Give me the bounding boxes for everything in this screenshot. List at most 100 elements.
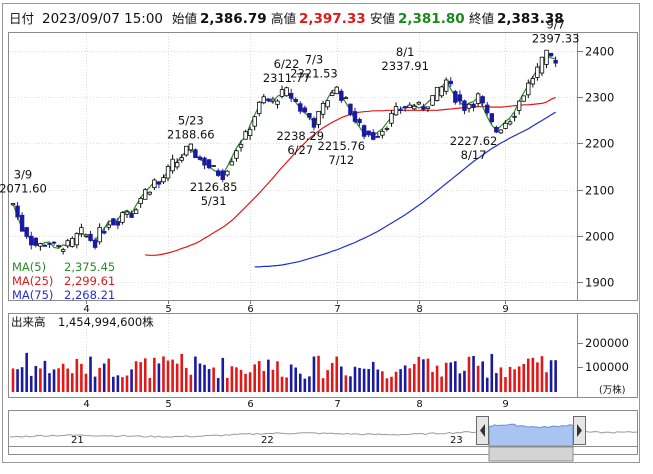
volume-bar (326, 370, 329, 392)
y-tick-1900: 1900 (585, 276, 614, 290)
legend-backdrop (10, 258, 120, 300)
candle-body (165, 166, 171, 179)
volume-tick-200000: 200000 (585, 336, 629, 350)
candle-body (512, 115, 517, 118)
candle-body (375, 136, 380, 138)
volume-bar (230, 366, 234, 392)
volume-label: 出来高 (11, 315, 46, 329)
candle-body (42, 244, 48, 247)
price-x-axis: 4 5 6 7 8 9 (83, 300, 509, 315)
x-tick-4: 4 (83, 304, 89, 315)
x-tick-5: 5 (165, 304, 171, 315)
candle-body (243, 131, 248, 140)
volume-bar (408, 368, 412, 392)
candle-body (220, 170, 225, 180)
volume-bar (289, 364, 293, 392)
volume-bar (130, 369, 133, 392)
volume-bar (166, 360, 170, 392)
candle-body (457, 94, 463, 102)
volume-bar (48, 373, 51, 392)
annotation-2126-85: 2126.85 (190, 180, 238, 194)
x-tick-9: 9 (502, 304, 508, 315)
volume-bar (175, 363, 179, 392)
overview-scrollbar-thumb[interactable] (488, 446, 574, 462)
candle-body (83, 234, 89, 237)
candle-body (79, 227, 84, 235)
volume-bar (257, 361, 261, 392)
overview-navigator[interactable]: 21 22 23 (9, 416, 638, 462)
volume-bar (435, 365, 439, 392)
volume-bar (526, 358, 530, 392)
candle-body (498, 129, 504, 134)
annotation-7-12: 7/12 (328, 153, 354, 167)
volume-bar (212, 367, 215, 392)
volume-bar (399, 369, 402, 392)
candle-body (489, 113, 494, 123)
volume-bar (463, 370, 466, 392)
legend-ma25-value: 2,299.61 (64, 274, 115, 288)
volume-bar (412, 364, 416, 392)
y-tick-2300: 2300 (585, 91, 614, 105)
volume-bar (312, 356, 316, 392)
volume-bar (513, 369, 516, 392)
overview-right-handle[interactable] (573, 416, 586, 445)
candle-body (339, 90, 344, 101)
volume-bars (11, 352, 557, 392)
volume-bar (93, 376, 97, 392)
volume-bar (504, 377, 507, 392)
volume-bar (554, 360, 557, 392)
volume-bar (458, 373, 462, 392)
candle-body (247, 129, 253, 136)
volume-bar (148, 377, 152, 392)
candle-body (202, 157, 207, 166)
candle-body (15, 205, 20, 218)
legend-ma75-label: MA(75) (12, 288, 53, 302)
volume-bar (107, 358, 111, 392)
volume-bar (189, 374, 193, 392)
candle-body (393, 106, 399, 116)
volume-bar (226, 377, 229, 392)
annotation-5-23: 5/23 (178, 114, 204, 128)
volume-bar (11, 368, 15, 392)
volume-bar (198, 363, 202, 392)
volume-bar (344, 375, 348, 392)
overview-left-handle[interactable] (476, 416, 489, 445)
candle-body (92, 239, 98, 248)
candle-body (412, 105, 417, 110)
candle-body (530, 78, 536, 85)
volume-bar (157, 363, 161, 392)
candle-body (471, 103, 476, 108)
volume-bar (89, 356, 92, 392)
volume-bar (499, 367, 503, 392)
volume-bar (235, 367, 238, 392)
low-value: 2,381.80 (398, 11, 465, 27)
ma-legend: MA(5) 2,375.45 MA(25) 2,299.61 MA(75) 2,… (10, 258, 120, 302)
y-tick-2400: 2400 (585, 45, 614, 59)
volume-bar (545, 372, 548, 392)
volume-bar (267, 359, 270, 392)
volume-value: 1,454,994,600株 (58, 315, 154, 329)
candle-body (389, 112, 394, 124)
candle-body (421, 106, 426, 110)
overview-label-21: 21 (71, 435, 84, 446)
candle-body (480, 96, 485, 104)
candle-body (65, 240, 70, 247)
candle-body (161, 177, 166, 183)
vol-x-tick-9: 9 (502, 399, 508, 410)
candle-body (197, 156, 203, 160)
annotation-2337-91: 2337.91 (381, 59, 429, 73)
candle-body (33, 237, 38, 246)
volume-bar (426, 358, 430, 392)
volume-bar (16, 369, 19, 392)
candle-body (539, 56, 545, 74)
volume-bar (440, 376, 443, 392)
candle-body (535, 66, 540, 78)
annotation-2238-29: 2238.29 (276, 129, 324, 143)
volume-bar (385, 378, 389, 392)
candle-body (348, 103, 353, 115)
candle-body (179, 157, 184, 161)
volume-bar (467, 356, 471, 392)
volume-bar (417, 356, 421, 392)
